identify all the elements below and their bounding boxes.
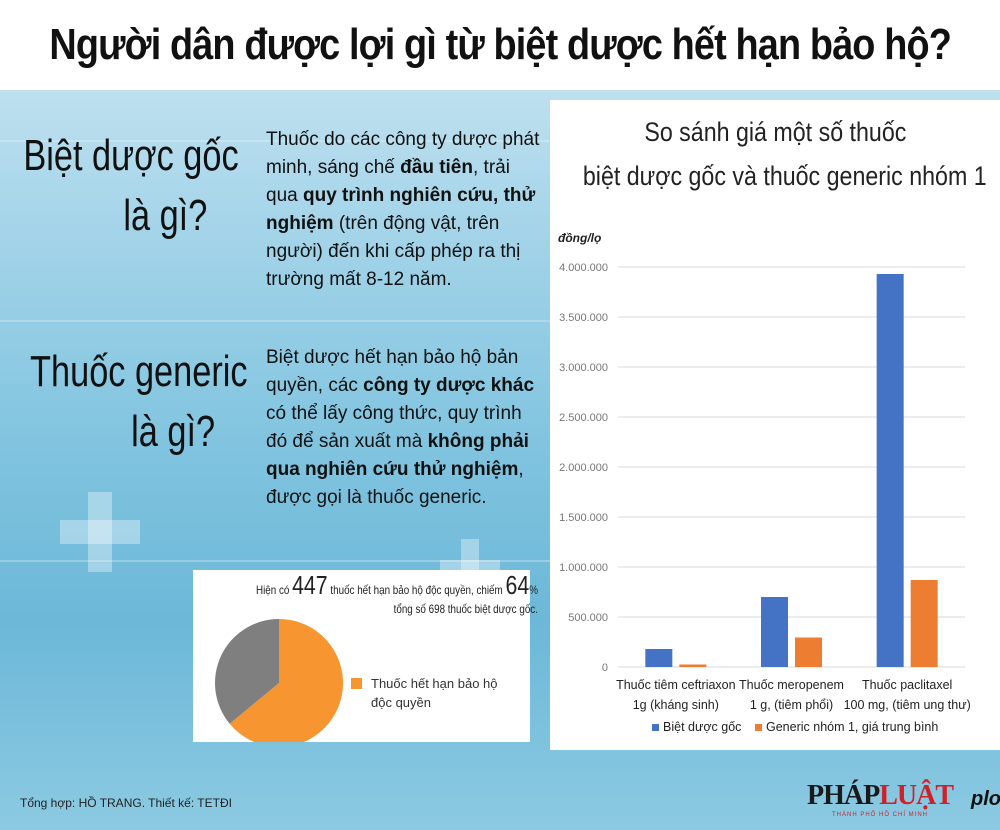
bar-original xyxy=(876,274,904,667)
brand-logo: PHÁPLUẬT THÀNH PHỐ HỒ CHÍ MINH plo.vn xyxy=(807,780,1000,818)
pie-caption-mid: thuốc hết hạn bảo hộ độc quyền, chiếm xyxy=(330,583,503,597)
question-line: là gì? xyxy=(131,407,216,456)
pie-slice-expired xyxy=(229,619,343,742)
pie-percent-sign: % xyxy=(529,583,538,597)
definition-original-drug: Thuốc do các công ty dược phát minh, sán… xyxy=(266,129,540,290)
pie-legend-label-line2: độc quyền xyxy=(371,695,431,710)
question-original-drug: Biệt dược gốc là gì? xyxy=(14,126,248,246)
pie-count: 447 xyxy=(292,570,328,600)
legend-swatch xyxy=(755,724,762,731)
category-label: 1 g, (tiêm phổi) xyxy=(750,698,833,712)
bar-layer xyxy=(645,274,938,667)
background-line xyxy=(0,560,1000,562)
background-line xyxy=(0,140,1000,142)
pie-caption: Hiện có 447 thuốc hết hạn bảo hộ độc quy… xyxy=(193,572,538,619)
bar-chart-panel: So sánh giá một số thuốc biệt dược gốc v… xyxy=(550,100,1000,750)
category-label: Thuốc paclitaxel xyxy=(862,678,952,692)
background-line xyxy=(0,320,1000,322)
y-tick-label: 0 xyxy=(602,662,608,674)
y-tick-label: 3.500.000 xyxy=(559,312,608,324)
legend-label: Generic nhóm 1, giá trung bình xyxy=(766,720,938,734)
grid-layer xyxy=(618,266,965,668)
y-axis-label: đồng/lọ xyxy=(558,231,601,245)
pie-percent: 64 xyxy=(505,570,530,600)
legend-label: Biệt dược gốc xyxy=(663,720,741,734)
y-tick-label: 1.000.000 xyxy=(559,562,608,574)
pie-caption-line2: tổng số 698 thuốc biệt dược gốc. xyxy=(393,602,538,616)
pie-chart: Thuốc hết hạn bảo hộ độc quyền xyxy=(215,619,498,742)
chart-title-line: So sánh giá một số thuốc xyxy=(643,117,907,147)
question-generic-drug: Thuốc generic là gì? xyxy=(14,342,264,462)
category-label: Thuốc meropenem xyxy=(739,678,844,692)
category-label: Thuốc tiêm ceftriaxon xyxy=(616,678,736,692)
y-tick-label: 3.000.000 xyxy=(559,362,608,374)
pie-caption-pre: Hiện có xyxy=(255,583,290,597)
bar-chart: 0 500.000 1.000.000 1.500.000 2.000.000 2.500… xyxy=(558,231,971,734)
logo-subtitle: THÀNH PHỐ HỒ CHÍ MINH xyxy=(832,812,928,818)
definition-generic-drug: Biệt dược hết hạn bảo hộ bản quyền, các … xyxy=(266,347,535,508)
category-label: 100 mg, (tiêm ung thư) xyxy=(844,698,971,712)
y-tick-label: 1.500.000 xyxy=(559,512,608,524)
bar-generic xyxy=(795,637,822,667)
bar-generic xyxy=(910,580,938,667)
bar-original xyxy=(645,649,673,667)
logo-text-dark: PHÁP xyxy=(807,780,880,811)
background-cross-icon xyxy=(60,520,140,544)
page-title: Người dân được lợi gì từ biệt dược hết h… xyxy=(49,20,951,69)
legend-swatch xyxy=(652,724,659,731)
y-tick-label: 2.500.000 xyxy=(559,412,608,424)
category-label-layer: Thuốc tiêm ceftriaxon 1g (kháng sinh) Thuố… xyxy=(616,678,971,712)
question-line: là gì? xyxy=(123,191,208,240)
y-tick-label: 500.000 xyxy=(568,612,608,624)
bar-original xyxy=(761,597,788,667)
y-tick-layer: 0 500.000 1.000.000 1.500.000 2.000.000 2.500… xyxy=(559,262,608,674)
chart-title: So sánh giá một số thuốc biệt dược gốc v… xyxy=(550,110,1000,198)
site-url: plo.vn xyxy=(971,787,1000,810)
pie-slice-other xyxy=(215,619,279,724)
footer-credit: Tổng hợp: HỒ TRANG. Thiết kế: TETĐI xyxy=(20,796,232,810)
logo-text-red: LUẬT xyxy=(879,780,954,811)
y-tick-label: 4.000.000 xyxy=(559,262,608,274)
pie-legend-label-line1: Thuốc hết hạn bảo hộ xyxy=(371,676,498,691)
legend: Biệt dược gốc Generic nhóm 1, giá trung b… xyxy=(652,720,938,734)
bar-generic xyxy=(679,664,707,667)
y-tick-label: 2.000.000 xyxy=(559,462,608,474)
logo-wordmark: PHÁPLUẬT xyxy=(807,780,954,812)
pie-panel: Hiện có 447 thuốc hết hạn bảo hộ độc quy… xyxy=(193,570,538,742)
pie-legend-swatch xyxy=(351,678,362,689)
title-bar: Người dân được lợi gì từ biệt dược hết h… xyxy=(0,0,1000,90)
chart-title-line: biệt dược gốc và thuốc generic nhóm 1 xyxy=(582,161,987,191)
category-label: 1g (kháng sinh) xyxy=(633,698,719,712)
background-cross-icon xyxy=(88,492,112,572)
question-line: Thuốc generic xyxy=(30,347,248,396)
question-line: Biệt dược gốc xyxy=(23,131,239,180)
